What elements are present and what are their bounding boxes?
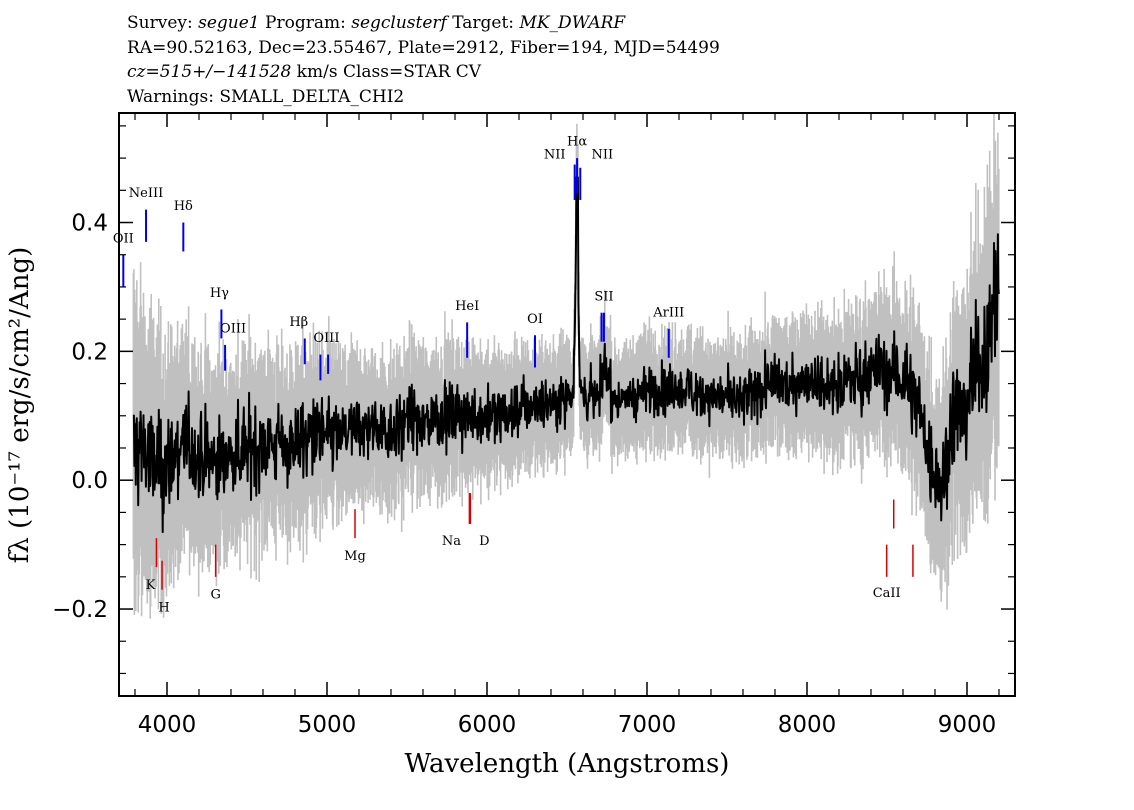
absorption-line-label: G [210,587,220,602]
y-tick-label: 0.2 [71,339,108,365]
program-label: Program: [265,13,346,33]
emission-line-label: OIII [313,331,339,346]
emission-line-label: Hγ [210,286,229,301]
y-tick-label: −0.2 [52,597,108,623]
target-value: MK_DWARF [519,13,626,33]
redshift-value: cz=515+/−141528 [127,62,292,82]
x-axis-title: Wavelength (Angstroms) [405,749,730,779]
x-tick-label: 8000 [778,712,837,738]
emission-line-label: Hα [567,135,587,150]
emission-line-label: OIII [220,321,246,336]
emission-line-label: Hβ [289,315,308,330]
absorption-line-label: CaII [873,586,901,601]
emission-line-label: ArIII [652,305,684,320]
y-axis-title: fλ (10⁻¹⁷ erg/s/cm²/Ang) [5,247,35,563]
x-tick-label: 5000 [298,712,357,738]
target-label: Target: [452,13,515,33]
y-tick-label: 0.0 [71,468,108,494]
x-tick-label: 4000 [138,712,197,738]
flux-layer [132,176,1000,534]
survey-label: Survey: [127,13,193,33]
emission-line-label: NeIII [129,186,163,201]
y-tick-label: 0.4 [71,211,108,237]
program-value: segclusterf [351,13,447,33]
class-value: km/s Class=STAR CV [291,62,482,82]
x-tick-label: 6000 [458,712,517,738]
emission-line-label: HeI [455,299,479,314]
survey-value: segue1 [198,13,260,33]
emission-line-label: SII [594,289,613,304]
emission-line-label: OII [113,231,134,246]
absorption-line-label: K [146,578,156,593]
x-tick-label: 7000 [618,712,677,738]
flux-line [132,176,1000,534]
header-line-warnings: Warnings: SMALL_DELTA_CHI2 [127,86,405,107]
absorption-line-label: Mg [344,549,366,564]
absorption-line-label: D [479,534,489,549]
plot-frame [118,112,1016,697]
absorption-line-label: H [158,600,169,615]
ticks-layer: 4000 5000 6000 7000 8000 9000 −0.2 0.0 0.2 0.4 [52,113,1015,738]
emission-line-label: OI [527,312,543,327]
absorption-line-label: Na [442,534,461,549]
emission-line-label: Hδ [174,199,193,214]
emission-line-label: NII [544,148,566,163]
header-line-redshift: cz=515+/−141528 km/s Class=STAR CV [127,60,720,85]
spectrum-header: Survey: segue1 Program: segclusterf Targ… [127,11,720,109]
emission-line-label: NII [591,148,613,163]
header-line-coordinates: RA=90.52163, Dec=23.55467, Plate=2912, F… [127,37,720,58]
x-tick-label: 9000 [938,712,997,738]
header-line-survey: Survey: segue1 Program: segclusterf Targ… [127,11,720,36]
